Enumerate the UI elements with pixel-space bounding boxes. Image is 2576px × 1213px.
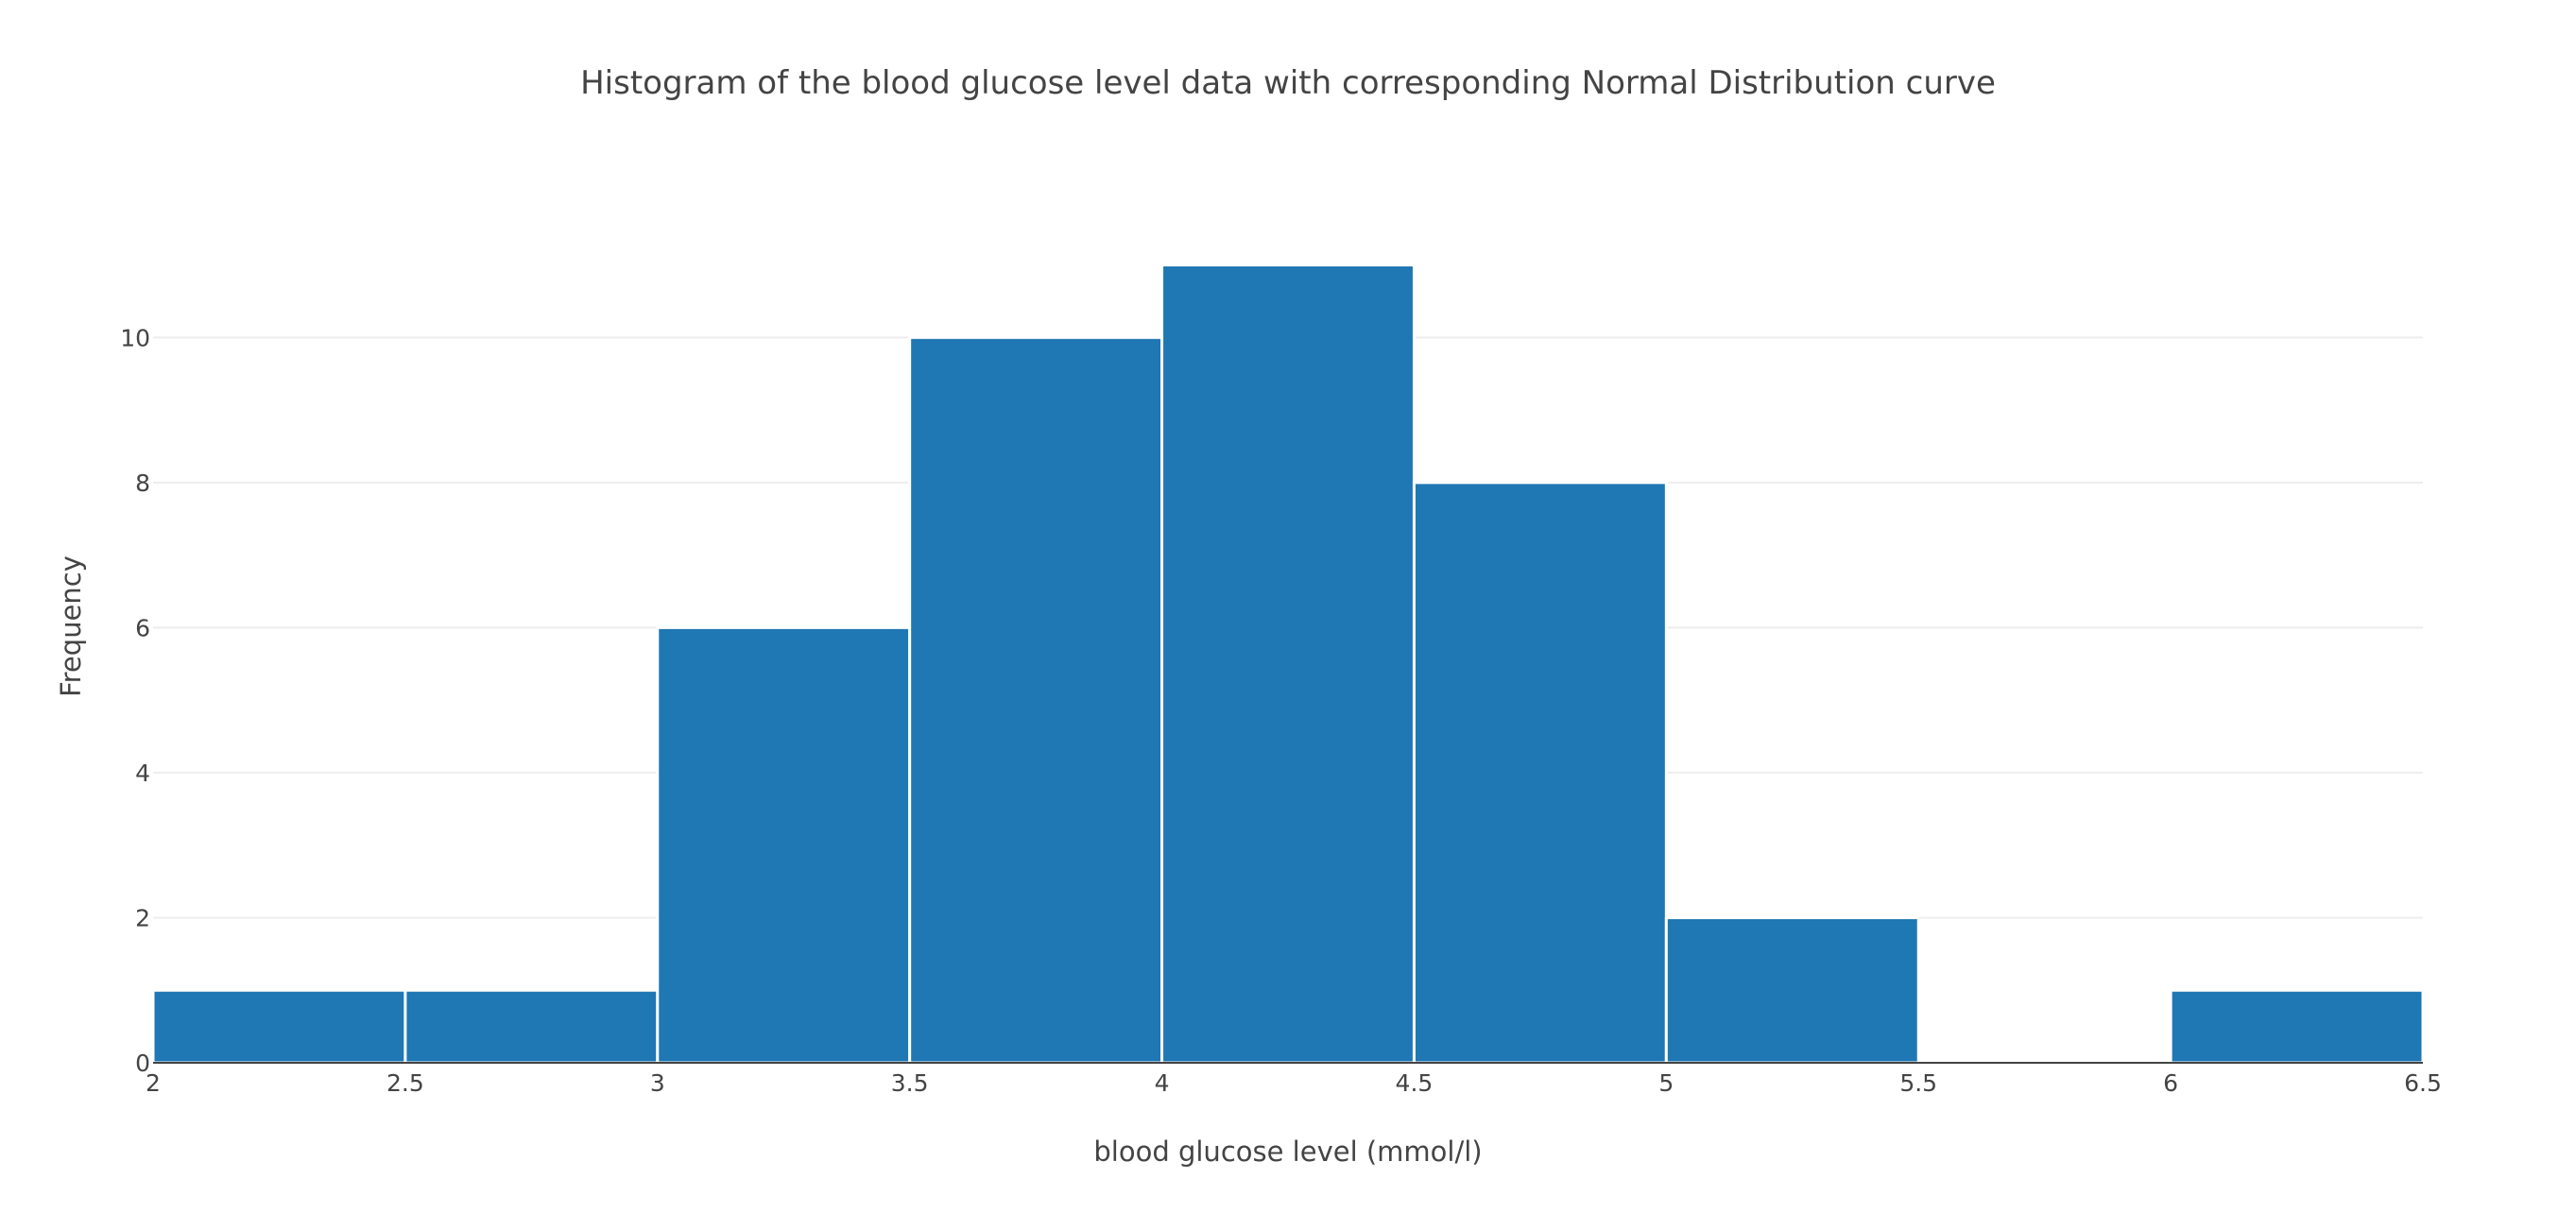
histogram-bar [1664, 915, 1920, 1065]
x-axis-title: blood glucose level (mmol/l) [1093, 1136, 1482, 1168]
x-tick-label: 4 [1155, 1069, 1170, 1097]
y-axis-ticks: 0 2 4 6 8 10 [120, 324, 150, 1077]
x-tick-label: 3.5 [891, 1069, 929, 1097]
x-tick-label: 6 [2163, 1069, 2178, 1097]
x-axis-ticks: 2 2.5 3 3.5 4 4.5 5 5.5 6 6.5 [146, 1069, 2442, 1097]
x-tick-label: 5.5 [1899, 1069, 1937, 1097]
histogram-bar [908, 335, 1164, 1065]
x-tick-label: 2 [146, 1069, 161, 1097]
x-tick-label: 3 [650, 1069, 665, 1097]
y-axis-title: Frequency [55, 555, 87, 697]
x-tick-label: 5 [1658, 1069, 1674, 1097]
chart-title: Histogram of the blood glucose level dat… [580, 64, 1996, 102]
histogram-bar [1412, 481, 1668, 1065]
y-tick-label: 4 [135, 760, 150, 787]
x-tick-label: 2.5 [386, 1069, 424, 1097]
y-tick-label: 8 [135, 470, 150, 497]
y-tick-label: 0 [135, 1050, 150, 1077]
y-tick-label: 10 [120, 324, 150, 351]
histogram-bars [151, 264, 2425, 1065]
histogram-bar [2169, 988, 2425, 1065]
histogram-bar [656, 625, 912, 1065]
y-tick-label: 2 [135, 904, 150, 931]
y-tick-label: 6 [135, 614, 150, 641]
histogram-bar [151, 988, 407, 1065]
histogram-bar [404, 988, 660, 1065]
histogram-bar [1160, 264, 1416, 1065]
x-tick-label: 6.5 [2404, 1069, 2442, 1097]
x-tick-label: 4.5 [1396, 1069, 1434, 1097]
